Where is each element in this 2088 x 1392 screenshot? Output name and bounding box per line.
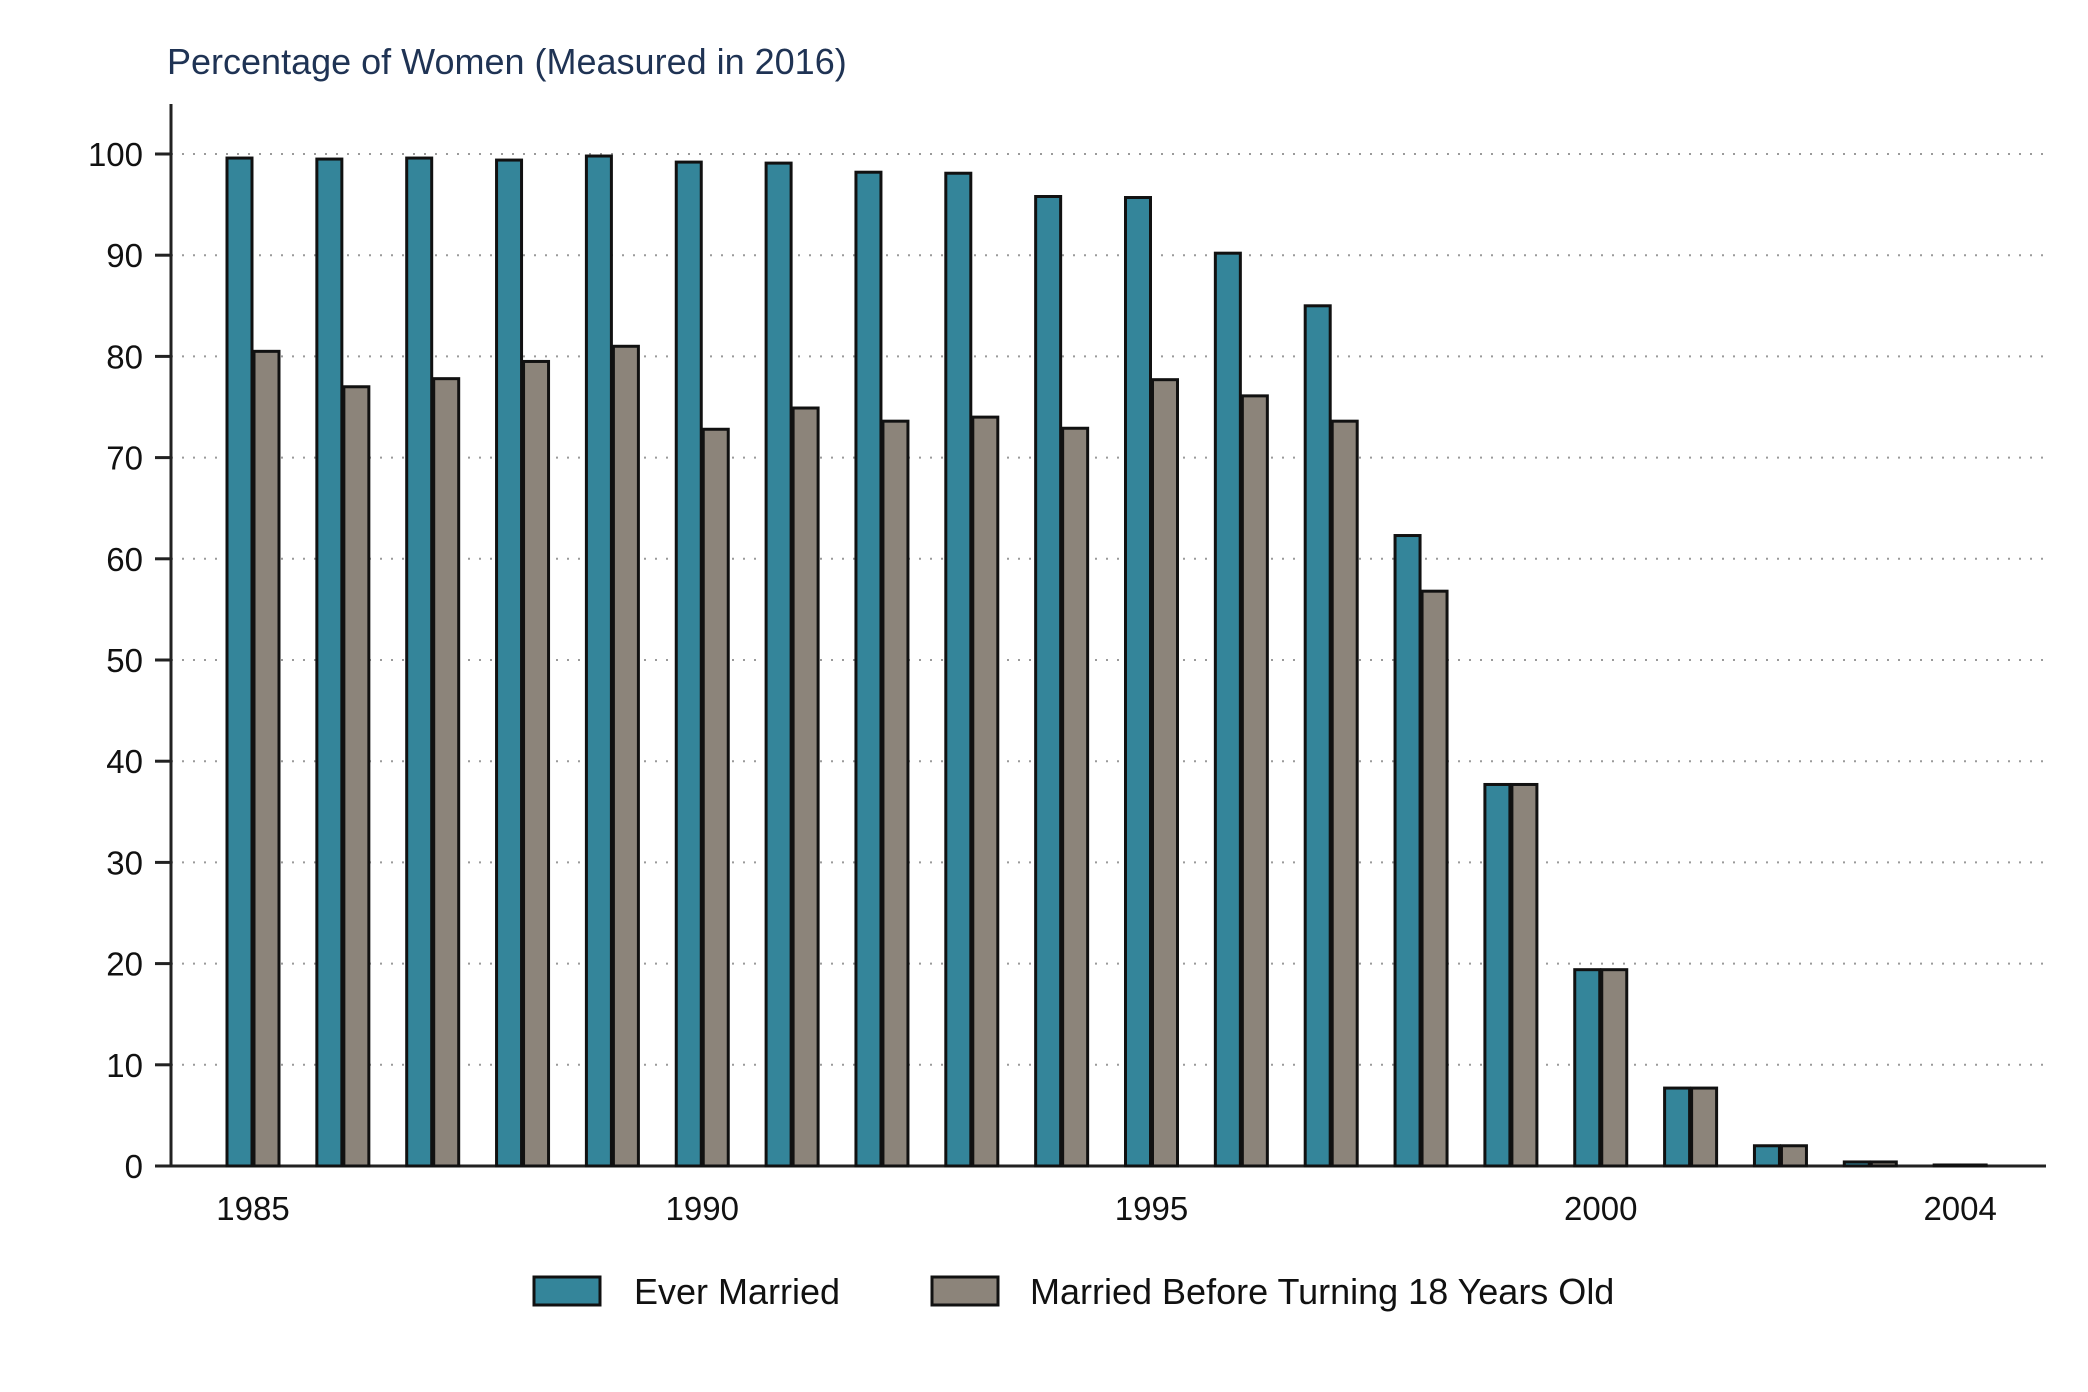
bar-ever-married-1991	[764, 161, 793, 1168]
bar-ever-married-1989	[584, 154, 613, 1168]
bar-married-before-18-1991	[791, 406, 820, 1168]
bar-ever-married-2002	[1752, 1144, 1781, 1168]
bar-married-before-18-1989	[611, 344, 640, 1168]
x-tick-label-1995: 1995	[1115, 1190, 1188, 1227]
y-tick-label-40: 40	[106, 743, 143, 780]
x-tick-label-2000: 2000	[1564, 1190, 1637, 1227]
y-tick-labels: 0 10 20 30 40 50 60 70 80 90 100	[88, 136, 143, 1185]
legend-label-ever-married: Ever Married	[634, 1271, 840, 1312]
bar-ever-married-1987	[405, 156, 434, 1168]
bar-married-before-18-2003	[1869, 1160, 1898, 1168]
bar-married-before-18-1993	[971, 415, 1000, 1168]
bar-married-before-18-2002	[1779, 1144, 1808, 1168]
chart-title: Percentage of Women (Measured in 2016)	[167, 41, 847, 82]
x-tick-label-1990: 1990	[666, 1190, 739, 1227]
y-tick-label-60: 60	[106, 541, 143, 578]
y-tick-label-20: 20	[106, 946, 143, 983]
legend-swatch-married-before-18	[930, 1275, 1000, 1307]
bar-ever-married-1998	[1393, 534, 1422, 1168]
bar-married-before-18-1988	[522, 359, 551, 1168]
bar-ever-married-2004	[1932, 1163, 1961, 1168]
bar-married-before-18-1994	[1061, 426, 1090, 1168]
x-tick-label-1985: 1985	[216, 1190, 289, 1227]
bar-ever-married-2003	[1842, 1160, 1871, 1168]
bar-ever-married-1996	[1213, 251, 1242, 1168]
bar-ever-married-1995	[1124, 196, 1152, 1168]
gridlines	[171, 153, 2046, 1066]
bar-ever-married-1986	[315, 157, 344, 1168]
bar-ever-married-1999	[1483, 782, 1512, 1168]
bar-ever-married-1992	[854, 170, 883, 1168]
bars	[225, 154, 1988, 1168]
y-tick-label-70: 70	[106, 440, 143, 477]
y-tick-label-80: 80	[106, 338, 143, 375]
bar-married-before-18-1996	[1240, 394, 1269, 1168]
bar-married-before-18-1985	[252, 349, 281, 1168]
bar-married-before-18-1997	[1330, 419, 1359, 1168]
bar-married-before-18-1987	[432, 377, 461, 1168]
bar-ever-married-1994	[1034, 195, 1063, 1168]
legend: Ever Married Married Before Turning 18 Y…	[532, 1271, 1614, 1312]
bar-married-before-18-1990	[701, 427, 730, 1168]
bar-ever-married-1988	[495, 158, 524, 1168]
x-tick-label-2004: 2004	[1923, 1190, 1996, 1227]
bar-married-before-18-1992	[881, 419, 910, 1168]
bar-married-before-18-2000	[1600, 968, 1629, 1168]
bar-married-before-18-2004	[1959, 1163, 1988, 1168]
y-tick-label-10: 10	[106, 1047, 143, 1084]
bar-married-before-18-1998	[1420, 589, 1449, 1168]
y-tick-label-100: 100	[88, 136, 143, 173]
bar-married-before-18-1995	[1151, 378, 1179, 1168]
y-tick-label-30: 30	[106, 844, 143, 881]
bar-married-before-18-1999	[1510, 782, 1539, 1168]
bar-ever-married-1997	[1303, 304, 1332, 1168]
bar-ever-married-1985	[225, 156, 254, 1168]
bar-married-before-18-2001	[1690, 1086, 1719, 1168]
bar-ever-married-1990	[674, 160, 703, 1168]
bar-married-before-18-1986	[342, 385, 371, 1168]
bar-ever-married-2000	[1573, 968, 1602, 1168]
y-tick-label-90: 90	[106, 237, 143, 274]
y-tick-label-0: 0	[125, 1148, 143, 1185]
axes	[155, 104, 2046, 1168]
y-tick-label-50: 50	[106, 642, 143, 679]
legend-swatch-ever-married	[532, 1275, 602, 1307]
bar-ever-married-2001	[1663, 1086, 1692, 1168]
legend-label-married-before-18: Married Before Turning 18 Years Old	[1030, 1271, 1614, 1312]
bar-ever-married-1993	[944, 171, 973, 1168]
x-tick-labels: 1985 1990 1995 2000 2004	[216, 1190, 1997, 1227]
